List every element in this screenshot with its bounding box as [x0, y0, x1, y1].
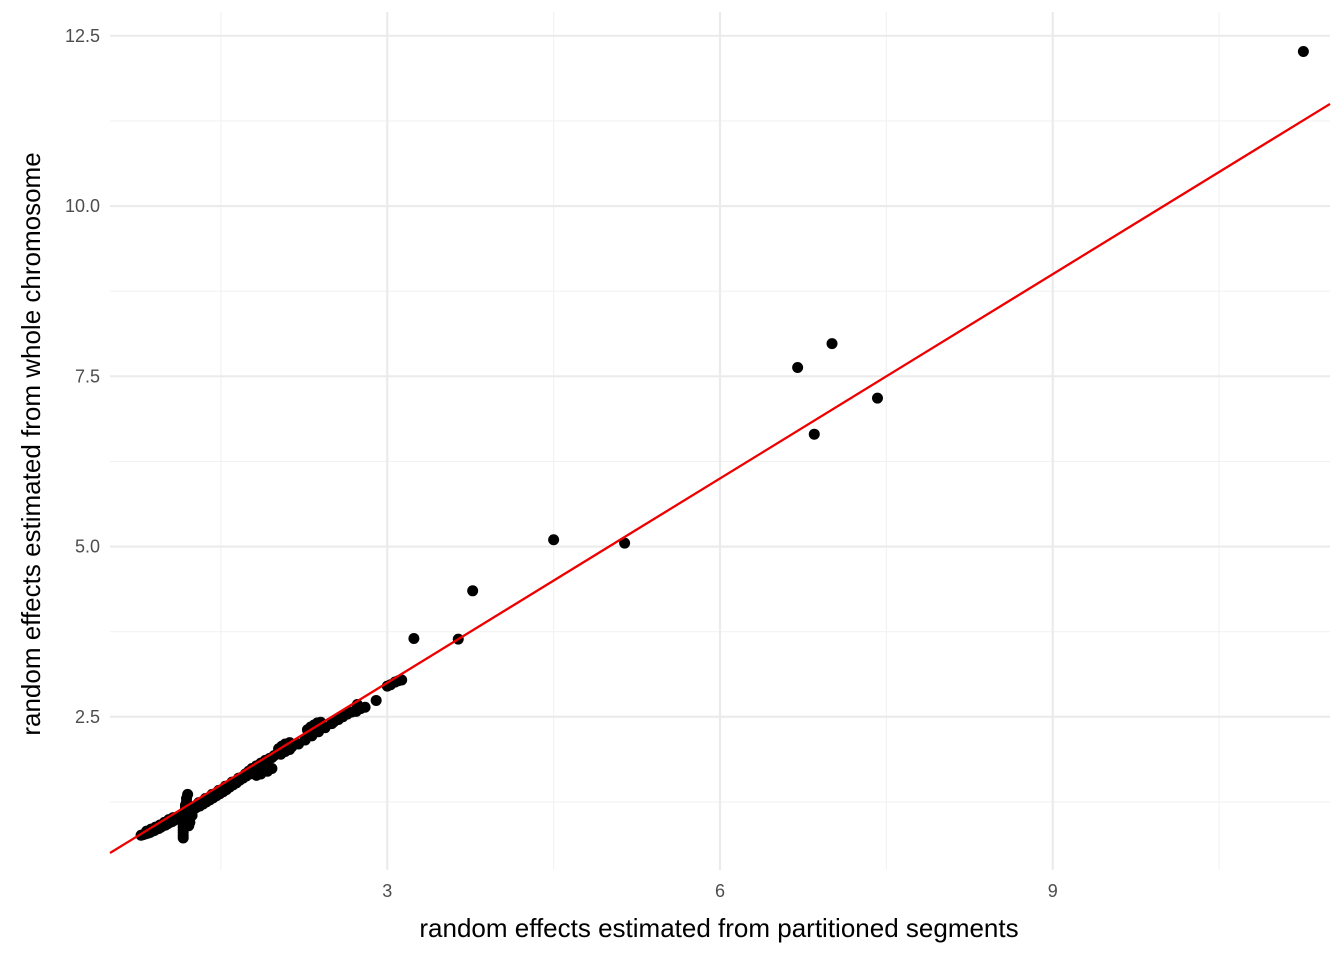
data-point	[467, 585, 479, 597]
y-tick-label: 2.5	[75, 707, 100, 727]
x-tick-label: 9	[1048, 881, 1058, 901]
y-tick-label: 10.0	[65, 196, 100, 216]
data-point	[826, 338, 838, 350]
data-point	[408, 632, 420, 644]
data-point	[808, 428, 820, 440]
data-points	[135, 45, 1309, 844]
data-point	[396, 674, 408, 686]
y-axis-title: random effects estimated from whole chro…	[16, 152, 46, 735]
data-point	[792, 361, 804, 373]
x-tick-label: 6	[715, 881, 725, 901]
x-tick-label: 3	[382, 881, 392, 901]
data-point	[871, 392, 883, 404]
data-point	[182, 788, 194, 800]
x-axis-title: random effects estimated from partitione…	[419, 913, 1018, 943]
data-point	[619, 537, 631, 549]
y-tick-label: 7.5	[75, 366, 100, 386]
data-point	[266, 763, 278, 775]
y-tick-label: 5.0	[75, 537, 100, 557]
major-gridlines	[110, 12, 1330, 870]
data-point	[370, 694, 382, 706]
y-tick-label: 12.5	[65, 26, 100, 46]
data-point	[1297, 45, 1309, 57]
data-point	[548, 534, 560, 546]
y-axis-tick-labels: 2.5 5.0 7.5 10.0 12.5	[65, 26, 100, 727]
identity-reference-line	[109, 102, 1331, 854]
x-axis-tick-labels: 3 6 9	[382, 881, 1057, 901]
